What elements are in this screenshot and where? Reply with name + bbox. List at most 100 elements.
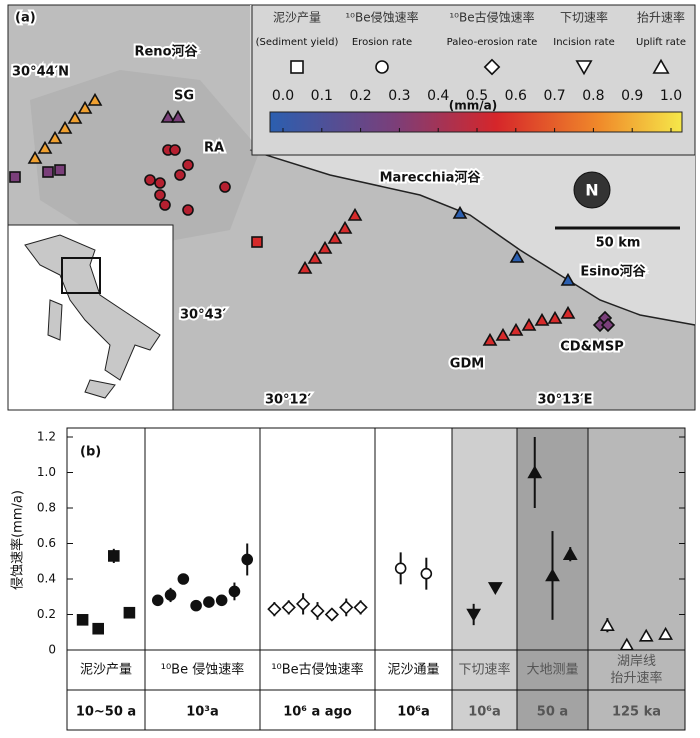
site-marker — [27, 150, 43, 164]
colorbar-tick-label: 0.9 — [621, 88, 643, 104]
data-point — [353, 600, 368, 615]
legend-name-en: Paleo-erosion rate — [447, 37, 538, 48]
data-point — [215, 594, 228, 607]
site-marker — [42, 166, 54, 178]
data-point — [228, 585, 241, 598]
site-marker — [182, 204, 194, 216]
site-marker — [154, 189, 166, 201]
site-marker — [337, 220, 353, 234]
y-tick-label: 0.4 — [37, 572, 56, 586]
group-background — [259, 427, 376, 731]
group-label: 大地测量 — [526, 663, 578, 678]
italy-inset — [24, 234, 161, 399]
group-timescale: 50 a — [537, 705, 568, 720]
site-marker — [169, 144, 181, 156]
group-label: 泥沙产量 — [80, 663, 132, 678]
site-marker — [560, 305, 576, 319]
legend-name: ¹⁰Be侵蚀速率 — [345, 10, 418, 25]
group-label: ¹⁰Be 侵蚀速率 — [161, 662, 244, 678]
legend-marker — [652, 58, 670, 74]
legend-name: 抬升速率 — [637, 10, 685, 25]
site-marker — [174, 169, 186, 181]
place-label: Reno河谷 — [134, 44, 198, 60]
data-point — [151, 594, 164, 607]
colorbar-unit: (mm/a) — [449, 99, 497, 113]
colorbar-tick-label: 0.8 — [582, 88, 604, 104]
data-point — [487, 582, 503, 595]
group-background — [451, 427, 518, 731]
data-point — [267, 602, 282, 617]
site-marker — [67, 110, 83, 124]
site-marker — [251, 236, 263, 248]
site-marker — [534, 312, 550, 326]
legend-marker — [375, 60, 389, 74]
site-marker — [495, 327, 511, 341]
place-label: Marecchia河谷 — [380, 170, 482, 186]
group-label: 湖岸线 — [617, 654, 656, 669]
site-marker — [509, 249, 525, 263]
place-label: Esino河谷 — [580, 264, 646, 280]
y-tick-label: 0.6 — [37, 536, 56, 550]
site-marker — [54, 164, 66, 176]
legend-marker — [575, 60, 593, 76]
site-marker — [547, 310, 563, 324]
colorbar-tick-label: 0.7 — [543, 88, 565, 104]
group-background — [144, 427, 261, 731]
north-label: N — [585, 181, 598, 200]
site-marker — [307, 250, 323, 264]
compass — [573, 171, 611, 209]
data-point — [339, 600, 354, 615]
data-point — [241, 553, 254, 566]
relief — [30, 70, 260, 250]
colorbar-tick-label: 0.6 — [505, 88, 527, 104]
y-axis-label: 侵蚀速率(mm/a) — [10, 490, 26, 590]
data-point — [310, 603, 325, 619]
colorbar-tick-label: 0.0 — [272, 88, 294, 104]
group-label: 下切速率 — [458, 662, 510, 678]
data-point — [466, 608, 482, 622]
place-label: SG — [174, 89, 194, 104]
coordinate-label: 30°12′ — [265, 393, 312, 408]
legend-name-en: Erosion rate — [352, 37, 412, 48]
data-point — [394, 562, 407, 575]
group-background — [66, 427, 146, 731]
coordinate-label: 30°44′N — [12, 65, 69, 80]
group-label: 泥沙通量 — [387, 663, 439, 678]
site-marker — [482, 332, 498, 346]
legend-marker — [290, 60, 304, 74]
site-marker — [297, 260, 313, 274]
data-point — [203, 596, 215, 608]
data-point — [123, 606, 136, 619]
panel-label: (a) — [15, 11, 36, 26]
data-point — [76, 614, 89, 626]
legend-name-en: (Sediment yield) — [256, 37, 339, 48]
group-timescale: 10⁶ a ago — [283, 705, 352, 720]
data-point — [295, 596, 311, 611]
data-point — [190, 599, 202, 612]
site-marker — [170, 109, 186, 123]
group-background — [374, 427, 453, 731]
legend-marker — [483, 58, 501, 76]
data-point — [600, 618, 615, 631]
colorbar-tick-label: 0.2 — [349, 88, 371, 104]
site-marker — [159, 199, 171, 211]
y-tick-label: 0.2 — [37, 607, 56, 621]
colorbar-tick-label: 0.4 — [427, 88, 449, 104]
panel-label: (b) — [80, 445, 101, 460]
data-point — [638, 628, 654, 642]
site-marker — [87, 92, 103, 106]
site-marker — [77, 100, 93, 114]
site-marker — [347, 207, 363, 221]
place-label: CD&MSP — [560, 340, 624, 355]
data-point — [108, 550, 120, 562]
group-timescale: 10⁶a — [397, 705, 430, 720]
site-marker — [57, 120, 73, 134]
y-tick-label: 0.8 — [37, 501, 56, 515]
site-marker — [154, 177, 166, 189]
site-marker — [521, 317, 537, 331]
site-marker — [37, 140, 53, 154]
place-label: RA — [204, 141, 224, 156]
data-point — [545, 568, 560, 582]
